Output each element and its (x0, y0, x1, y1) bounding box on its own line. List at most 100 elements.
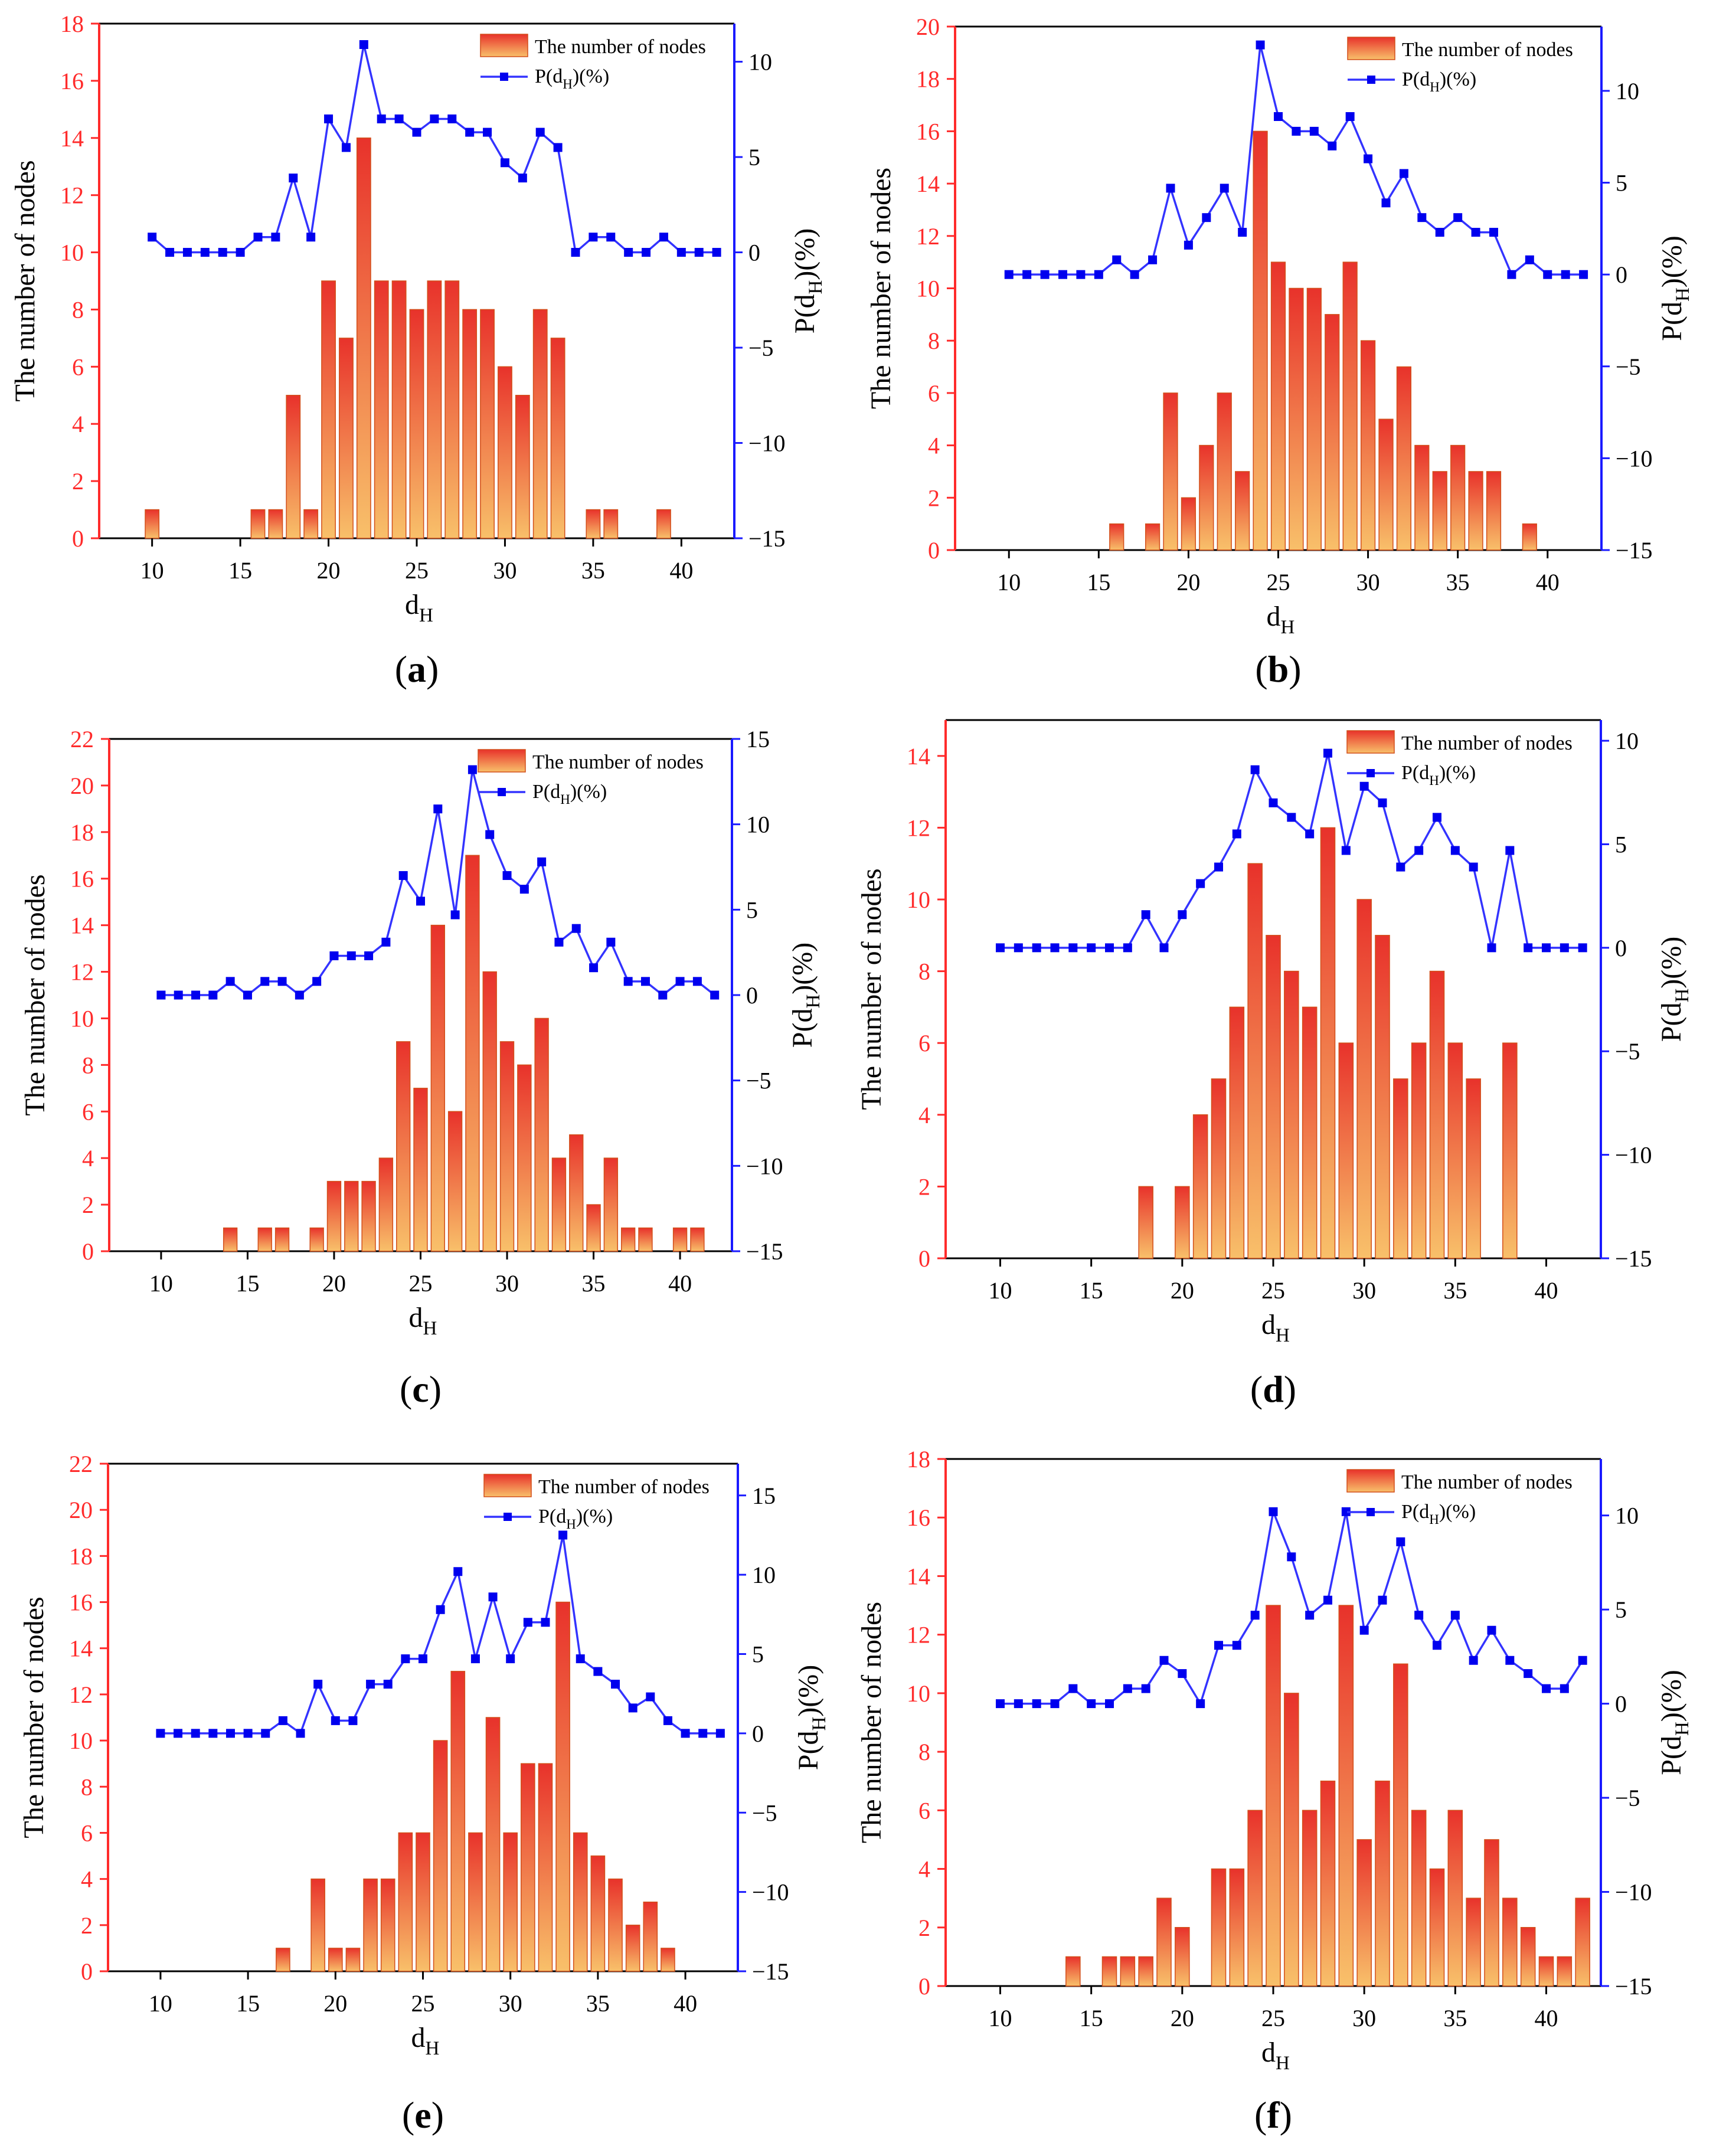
x-axis-label-main: d (1261, 1309, 1276, 1340)
bar-d18 (1138, 1956, 1153, 1987)
marker-d11 (1022, 270, 1032, 279)
legend-bar-swatch (1347, 37, 1395, 60)
chart-panel-d: 10 15 20 25 30 35 4002468101214−15−10−50510dHT… (856, 719, 1693, 1346)
marker-d15 (236, 248, 245, 257)
marker-d12 (1040, 270, 1050, 279)
marker-d35 (589, 963, 599, 973)
x-tick-label-30: 30 (499, 1990, 522, 2017)
bar-d19 (1156, 1897, 1172, 1987)
legend-line-label-main: P(d (1401, 1501, 1429, 1523)
marker-d38 (646, 1692, 655, 1702)
x-tick-label-20: 20 (322, 1270, 346, 1297)
bar-d20 (326, 1180, 342, 1252)
right-y-tick-label-5: 5 (1616, 170, 1627, 197)
bar-d39 (661, 1948, 675, 1972)
marker-d42 (1578, 943, 1587, 953)
marker-d40 (1543, 270, 1552, 279)
bar-d31 (521, 1763, 535, 1972)
panel-label-d: (d) (1250, 1368, 1296, 1410)
marker-d17 (271, 233, 280, 242)
right-y-axis-label-main: P(d (1656, 1736, 1687, 1775)
left-y-tick-label-6: 6 (918, 1030, 930, 1056)
right-y-tick-label-5: 5 (746, 897, 758, 923)
marker-d18 (296, 1729, 305, 1738)
bar-d27 (447, 1111, 463, 1252)
x-tick-label-40: 40 (668, 1270, 692, 1297)
legend-line-label-tail: )(%) (1439, 1501, 1476, 1523)
right-y-tick-label--5: −5 (1616, 354, 1641, 380)
left-y-tick-label-10: 10 (907, 1680, 930, 1707)
marker-d30 (506, 1654, 515, 1664)
marker-d40 (1542, 943, 1551, 953)
legend-bar-label: The number of nodes (1401, 1471, 1573, 1493)
left-y-tick-label-10: 10 (60, 240, 84, 266)
bar-d17 (276, 1948, 290, 1972)
bar-d35 (1447, 1042, 1463, 1259)
bar-d32 (534, 1018, 549, 1252)
left-y-tick-label-8: 8 (918, 1739, 930, 1765)
left-y-ticks: 0 2 4 6 8 10 12 14 16 18 (907, 1446, 946, 2000)
left-y-tick-label-6: 6 (81, 1820, 93, 1846)
legend-bar-swatch (480, 34, 528, 57)
marker-d38 (642, 248, 651, 257)
left-y-tick-label-22: 22 (70, 726, 94, 753)
bar-d22 (361, 1180, 376, 1252)
probability-markers (996, 748, 1587, 953)
marker-d13 (208, 1729, 218, 1738)
right-y-axis-label-sub: H (805, 280, 826, 295)
x-tick-label-15: 15 (228, 557, 252, 584)
legend-line-label: P(dH)(%) (535, 66, 609, 91)
bar-d29 (482, 971, 497, 1252)
marker-d31 (519, 885, 529, 894)
panel-label-close: ) (1280, 2094, 1292, 2136)
left-y-tick-label-2: 2 (918, 1915, 930, 1941)
bar-d28 (462, 309, 478, 539)
left-y-tick-label-12: 12 (60, 182, 84, 209)
bar-d37 (620, 1227, 636, 1252)
right-y-tick-label-10: 10 (748, 49, 772, 76)
marker-d23 (1232, 1641, 1241, 1650)
marker-d34 (571, 924, 581, 933)
legend-bar-label: The number of nodes (1402, 39, 1573, 61)
panel-label-c: (c) (400, 1368, 442, 1410)
marker-d26 (1292, 126, 1301, 136)
marker-d28 (1323, 748, 1332, 758)
marker-d42 (1578, 1656, 1587, 1665)
marker-d11 (174, 1729, 183, 1738)
x-tick-label-10: 10 (989, 2005, 1012, 2031)
x-tick-label-35: 35 (1446, 569, 1470, 596)
marker-d16 (253, 233, 263, 242)
legend: The number of nodes P(dH)(%) (1347, 37, 1573, 94)
x-tick-label-15: 15 (236, 1270, 259, 1297)
legend-bar-label: The number of nodes (1401, 732, 1573, 754)
x-tick-label-25: 25 (411, 1990, 435, 2017)
x-tick-label-25: 25 (1261, 2005, 1285, 2031)
right-y-ticks: −15 −10 −5 0 5 10 15 (738, 1483, 789, 1985)
marker-d26 (433, 804, 443, 814)
right-y-tick-label-0: 0 (1615, 1691, 1627, 1717)
bar-d20 (1175, 1927, 1190, 1987)
x-tick-label-30: 30 (1352, 2005, 1376, 2031)
bar-d25 (413, 1088, 428, 1252)
marker-d24 (394, 114, 404, 123)
marker-d38 (1505, 1656, 1515, 1665)
bar-d20 (328, 1948, 343, 1972)
bar-d32 (1393, 1078, 1408, 1259)
marker-d31 (518, 174, 527, 183)
marker-d29 (488, 1592, 498, 1602)
bar-d18 (1138, 1186, 1153, 1259)
right-y-tick-label-5: 5 (752, 1641, 764, 1668)
panel-label-letter: a (407, 648, 426, 690)
legend-bar-label: The number of nodes (535, 36, 706, 58)
legend-marker-swatch (1367, 76, 1375, 84)
marker-d20 (1178, 910, 1187, 920)
x-ticks: 10 15 20 25 30 35 40 (989, 1258, 1558, 1304)
bar-d28 (1325, 314, 1340, 551)
x-tick-label-10: 10 (989, 1277, 1012, 1304)
marker-d22 (364, 951, 374, 960)
marker-d10 (148, 233, 157, 242)
left-y-axis-label: The number of nodes (856, 868, 887, 1110)
marker-d29 (1341, 1507, 1351, 1516)
marker-d24 (1250, 1611, 1260, 1620)
marker-d15 (1087, 1699, 1096, 1709)
